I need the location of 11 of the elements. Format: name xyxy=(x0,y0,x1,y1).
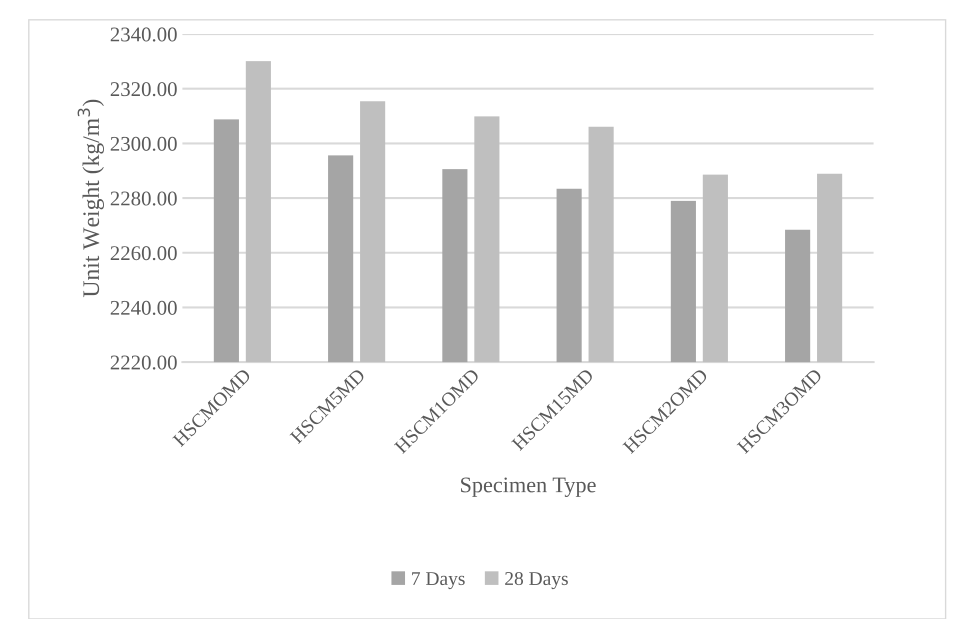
x-axis-title: Specimen Type xyxy=(461,477,596,497)
y-tick-label: 2340.00 xyxy=(110,27,177,42)
y-tick-label: 2220.00 xyxy=(110,355,177,370)
y-tick-label: 2280.00 xyxy=(110,191,177,206)
legend-label: 7 Days xyxy=(412,572,465,590)
y-axis-title: Unit Weight (kg/m$^{3}$) xyxy=(78,100,104,298)
y-tick-label: 2260.00 xyxy=(110,246,177,260)
y-tick-label: 2300.00 xyxy=(110,136,177,151)
y-tick-label: 2240.00 xyxy=(110,300,177,315)
y-tick-label: 2320.00 xyxy=(110,82,177,96)
legend-label: 28 Days xyxy=(505,572,568,590)
